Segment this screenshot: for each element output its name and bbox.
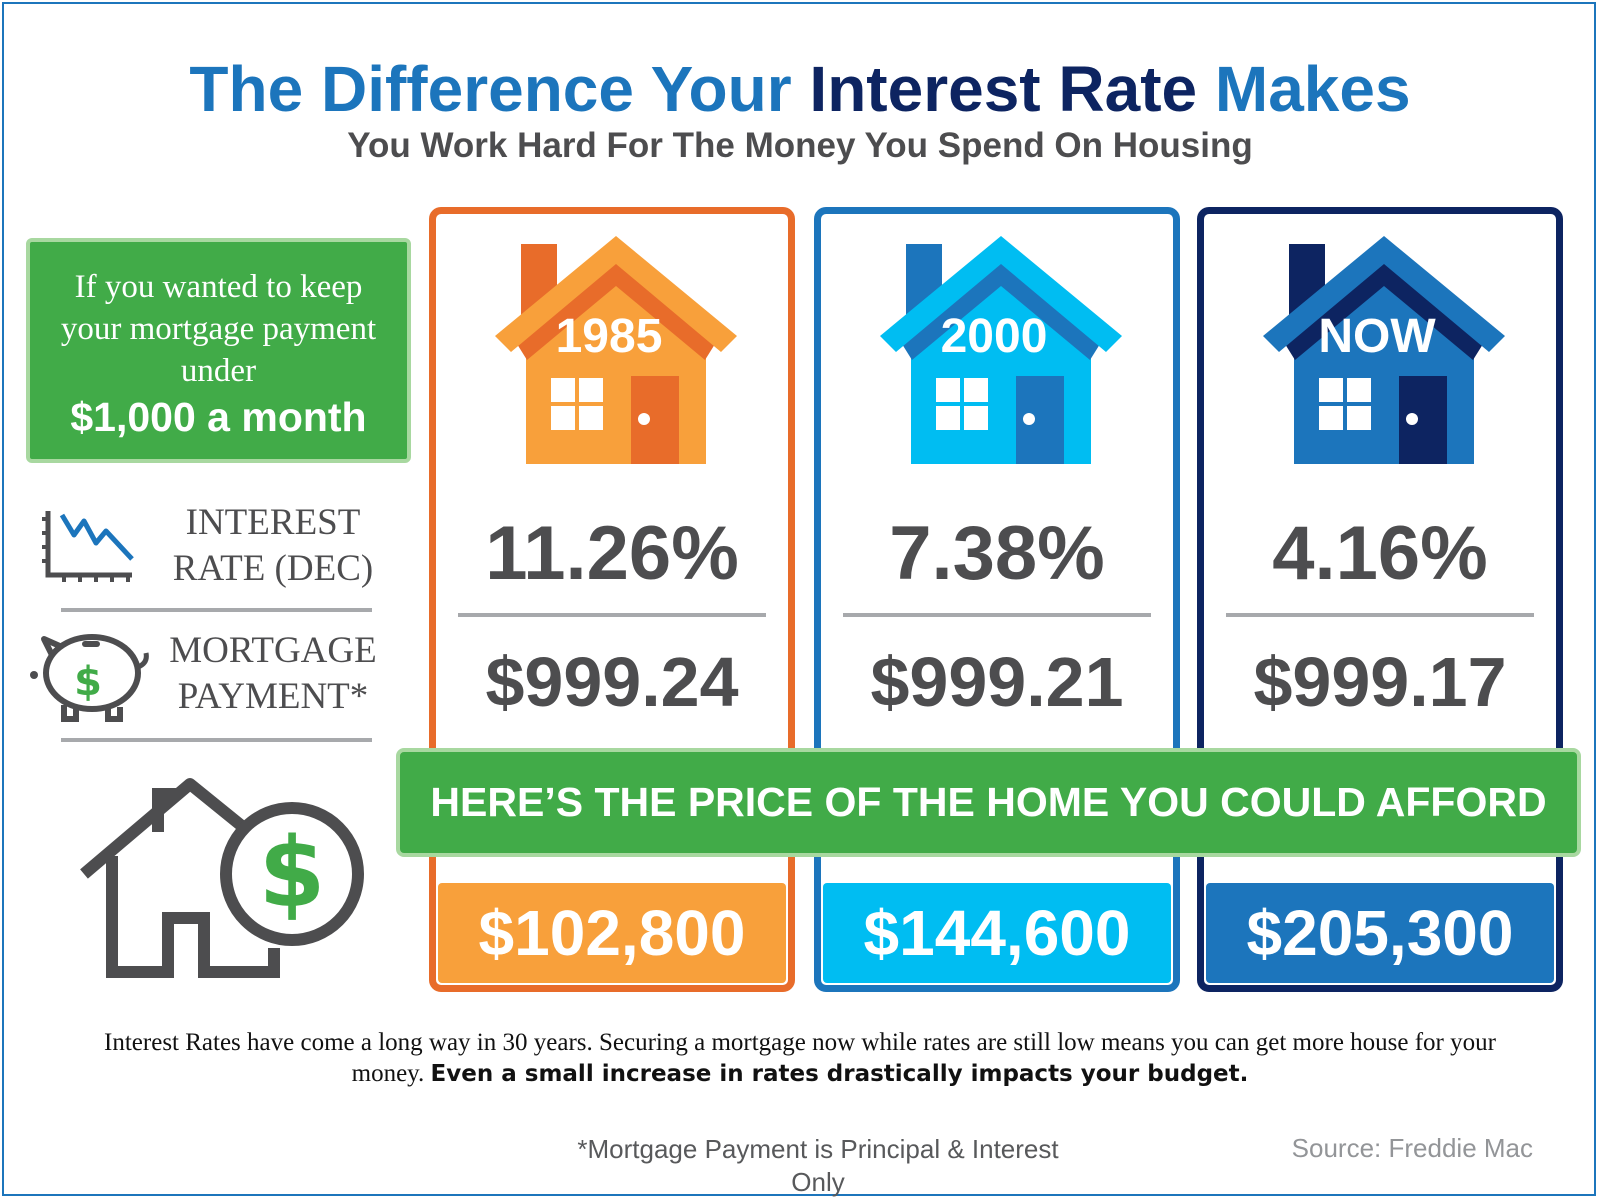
column: 2000 7.38% $999.21 $144,600	[814, 207, 1180, 992]
payment: $999.24	[485, 643, 739, 721]
piggy-icon: $	[30, 634, 149, 722]
house-icon: 2000	[876, 236, 1126, 468]
banner: HERE’S THE PRICE OF THE HOME YOU COULD A…	[396, 748, 1581, 857]
divider	[61, 608, 372, 612]
price: $144,600	[823, 883, 1171, 983]
divider	[61, 738, 372, 742]
footer-emphasis: Even a small increase in rates drastical…	[430, 1061, 1249, 1087]
chart-icon	[42, 511, 134, 582]
rate-label: INTEREST RATE (DEC)	[172, 502, 374, 589]
year: NOW	[1318, 310, 1436, 363]
year: 1985	[556, 310, 663, 363]
subtitle: You Work Hard For The Money You Spend On…	[347, 126, 1253, 165]
column: NOW 4.16% $999.17 $205,300	[1197, 207, 1563, 992]
intro-amount: $1,000 a month	[70, 394, 367, 440]
house-icon: 1985	[491, 236, 741, 468]
footer-text: Interest Rates have come a long way in 3…	[80, 1027, 1520, 1090]
svg-text:$: $	[74, 659, 102, 705]
house-icon: NOW	[1259, 236, 1509, 468]
intro-box: If you wanted to keep your mortgage paym…	[26, 238, 411, 463]
title: The Difference Your Interest Rate Makes	[0, 52, 1600, 126]
rate: 4.16%	[1272, 511, 1488, 596]
house-dollar-icon: $	[80, 778, 364, 978]
payment: $999.17	[1253, 643, 1507, 721]
divider	[843, 613, 1151, 617]
year: 2000	[941, 310, 1048, 363]
footer-body: Interest Rates have come a long way in 3…	[104, 1029, 1496, 1087]
title-part: Interest Rate	[809, 53, 1198, 125]
payment-label: MORTGAGE PAYMENT*	[169, 630, 377, 717]
price: $102,800	[438, 883, 786, 983]
payment: $999.21	[870, 643, 1124, 721]
source: Source: Freddie Mac	[1291, 1133, 1533, 1163]
footnote: *Mortgage Payment is Principal & Interes…	[577, 1134, 1059, 1197]
title-part: Makes	[1197, 53, 1411, 125]
rate: 11.26%	[485, 511, 739, 596]
title-part: The Difference Your	[189, 53, 810, 125]
rate: 7.38%	[889, 511, 1105, 596]
divider	[1226, 613, 1534, 617]
divider	[458, 613, 766, 617]
price: $205,300	[1206, 883, 1554, 983]
intro-text: If you wanted to keep your mortgage paym…	[60, 269, 377, 389]
column: 1985 11.26% $999.24 $102,800	[429, 207, 795, 992]
svg-text:$: $	[259, 817, 326, 929]
